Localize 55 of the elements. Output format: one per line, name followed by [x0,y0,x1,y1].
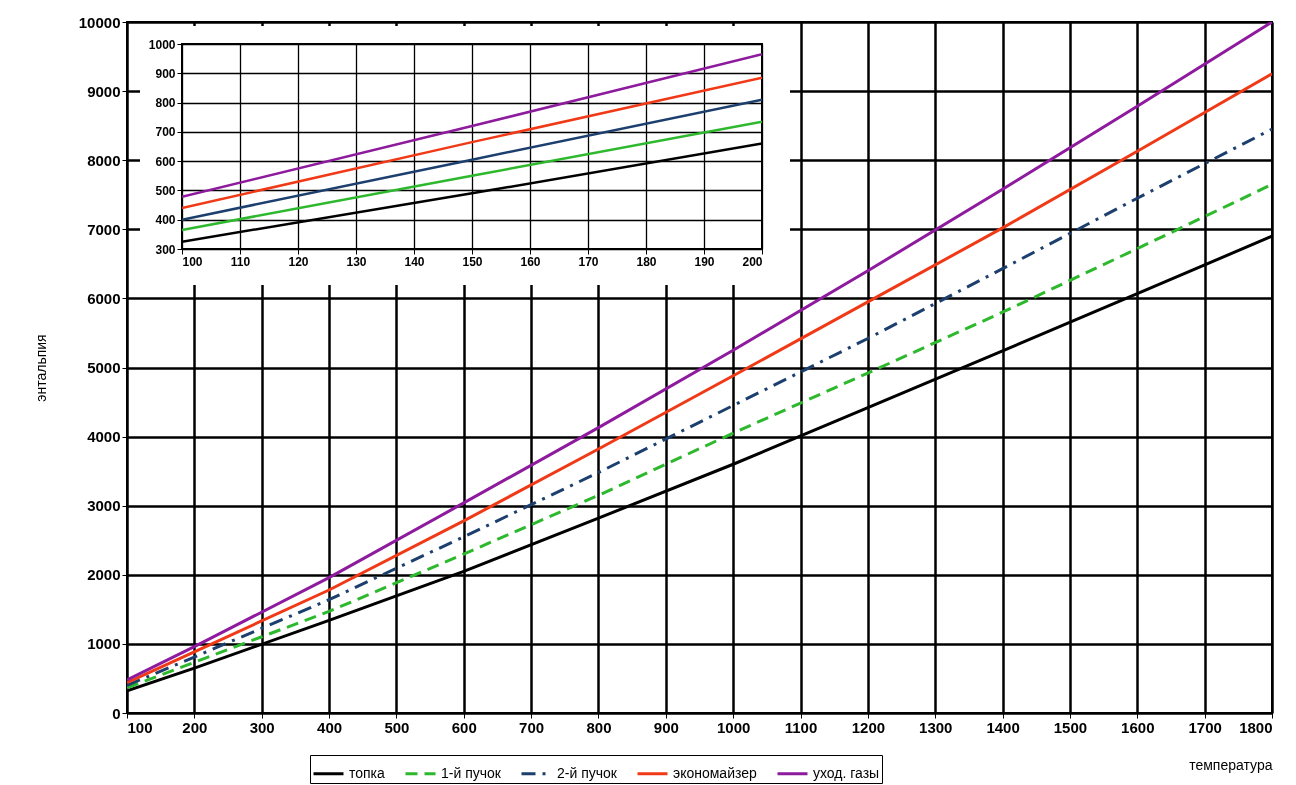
y-tick-label: 4000 [87,428,121,446]
x-tick-label: 120 [288,254,309,269]
x-tick-label: 700 [519,718,545,736]
x-tick-label: 1700 [1188,718,1222,736]
x-tick-label: 1000 [716,718,751,736]
x-tick-label: 1300 [919,718,953,736]
y-tick-label: 10000 [78,13,121,31]
x-tick-label: 400 [317,718,343,736]
legend-label: экономайзер [673,764,758,781]
x-tick-label: 1600 [1121,718,1155,736]
legend-label: 1-й пучок [441,764,502,781]
x-tick-label: 100 [182,254,203,269]
y-tick-label: 7000 [87,220,121,238]
y-tick-label: 0 [112,704,121,722]
x-tick-label: 1400 [986,718,1020,736]
x-tick-label: 200 [182,718,208,736]
y-tick-label: 400 [155,213,176,228]
x-tick-label: 500 [384,718,410,736]
x-tick-label: 800 [586,718,612,736]
y-tick-label: 2000 [87,566,121,584]
x-tick-label: 190 [694,254,715,269]
y-tick-label: 3000 [87,497,121,515]
y-axis-title: энтальпия [32,334,49,402]
x-tick-label: 110 [230,254,251,269]
y-tick-label: 500 [155,183,176,198]
x-tick-label: 1800 [1239,718,1273,736]
y-tick-label: 1000 [87,635,121,653]
x-tick-label: 180 [636,254,657,269]
y-tick-label: 8000 [87,151,121,169]
x-tick-label: 140 [404,254,425,269]
x-tick-label: 300 [249,718,275,736]
y-tick-label: 700 [155,125,176,140]
y-tick-label: 5000 [87,359,121,376]
legend-label: уход. газы [813,764,880,781]
y-tick-label: 6000 [87,289,121,307]
legend-label: 2-й пучок [557,764,618,781]
y-tick-label: 600 [155,154,176,169]
x-tick-label: 1200 [851,718,886,736]
x-tick-label: 130 [346,254,367,269]
x-tick-label: 1100 [784,718,818,736]
x-tick-label: 160 [520,254,541,269]
x-tick-label: 170 [578,254,599,269]
y-tick-label: 9000 [87,82,121,100]
y-tick-label: 800 [155,96,176,111]
x-tick-label: 150 [462,254,483,269]
y-tick-label: 900 [155,66,176,81]
x-axis-title: температура [1189,756,1273,773]
x-tick-label: 600 [451,718,477,736]
y-tick-label: 1000 [148,37,176,52]
x-tick-label: 1500 [1053,718,1088,736]
y-tick-label: 300 [155,242,176,257]
x-tick-label: 200 [742,254,763,269]
x-tick-label: 100 [127,718,153,736]
legend-label: топка [349,764,386,781]
x-tick-label: 900 [653,718,679,736]
